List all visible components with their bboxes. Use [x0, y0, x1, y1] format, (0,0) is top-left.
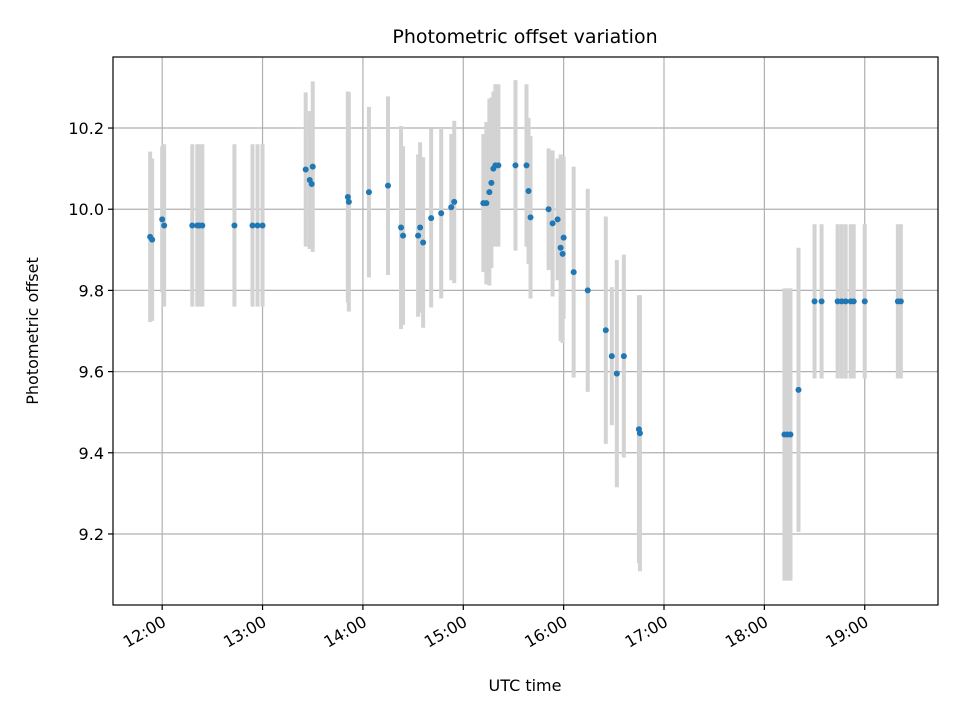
data-point	[495, 162, 502, 169]
data-point	[523, 162, 530, 169]
data-point	[613, 370, 620, 377]
data-point	[438, 210, 445, 217]
data-point	[302, 166, 309, 173]
data-point	[259, 222, 266, 229]
data-point	[636, 430, 643, 437]
data-point	[486, 189, 493, 196]
data-points	[147, 162, 904, 438]
data-point	[417, 224, 424, 231]
data-point	[415, 232, 422, 239]
data-point	[149, 236, 156, 243]
data-point	[448, 204, 455, 211]
data-point	[557, 244, 564, 251]
data-point	[345, 198, 352, 205]
x-axis-label: UTC time	[489, 676, 562, 695]
data-point	[620, 353, 627, 360]
data-point	[897, 298, 904, 305]
y-tick-label: 9.4	[79, 444, 104, 463]
data-point	[842, 298, 849, 305]
data-point	[199, 222, 206, 229]
data-point	[488, 179, 495, 186]
data-point	[559, 250, 566, 257]
y-tick-label: 10.2	[68, 119, 104, 138]
data-point	[811, 298, 818, 305]
data-point	[861, 298, 868, 305]
plot-frame	[112, 56, 939, 606]
y-tick-label: 9.6	[79, 363, 104, 382]
data-point	[483, 200, 490, 207]
data-point	[159, 216, 166, 223]
data-point	[254, 222, 261, 229]
y-axis-label: Photometric offset	[23, 257, 42, 405]
data-point	[554, 216, 561, 223]
data-point	[161, 222, 168, 229]
data-point	[584, 287, 591, 294]
data-point	[308, 181, 315, 188]
data-point	[818, 298, 825, 305]
data-point	[365, 189, 372, 196]
data-point	[850, 298, 857, 305]
y-tick-label: 9.8	[79, 281, 104, 300]
data-point	[549, 220, 556, 227]
data-point	[560, 234, 567, 241]
data-point	[512, 162, 519, 169]
data-point	[428, 215, 435, 222]
data-point	[189, 222, 196, 229]
data-point	[608, 353, 615, 360]
data-point	[451, 198, 458, 205]
data-point	[527, 214, 534, 221]
data-point	[525, 187, 532, 194]
y-tick-label: 10.0	[68, 200, 104, 219]
data-point	[385, 182, 391, 189]
data-point	[249, 222, 256, 229]
data-point	[545, 206, 552, 213]
y-axis-ticks: 9.2 9.4 9.6 9.8 10.0 10.2	[68, 119, 113, 544]
chart-title: Photometric offset variation	[392, 26, 657, 48]
data-point	[344, 194, 351, 201]
data-point	[795, 386, 802, 393]
data-point	[570, 269, 577, 276]
data-point	[398, 224, 405, 231]
data-point	[400, 232, 407, 239]
data-point	[787, 431, 794, 438]
data-point	[602, 327, 609, 334]
data-point	[231, 222, 238, 229]
y-tick-label: 9.2	[79, 525, 104, 544]
data-point	[309, 163, 316, 170]
data-point	[420, 239, 427, 246]
